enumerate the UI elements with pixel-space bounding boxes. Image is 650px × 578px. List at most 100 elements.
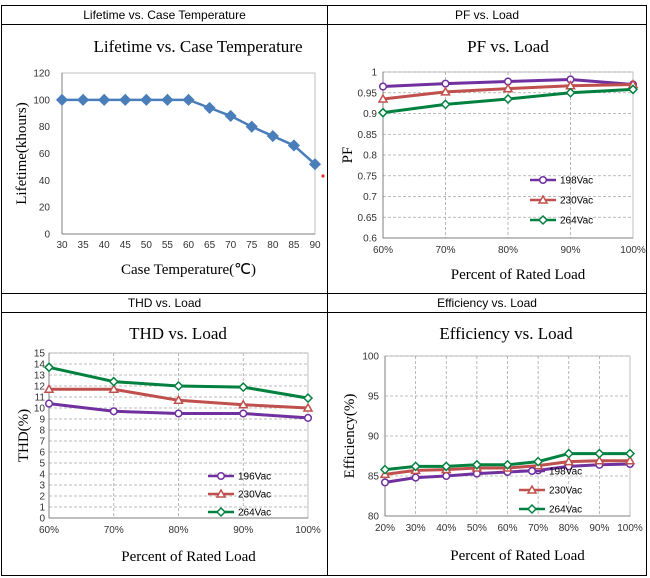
- pf-legend-marker-198vac: [538, 175, 548, 185]
- pf-data-point-198vac: [441, 79, 450, 88]
- efficiency-x-tick-label: 30%: [406, 523, 426, 534]
- efficiency-data-point-264vac: [410, 461, 421, 472]
- lifetime-x-tick-label: 75: [246, 240, 258, 251]
- thd-data-point-230vac: [302, 402, 314, 412]
- lifetime-x-tick-label: 35: [78, 240, 90, 251]
- efficiency-x-axis-title: Percent of Rated Load: [450, 548, 585, 564]
- thd-y-tick-label: 4: [39, 470, 45, 481]
- efficiency-legend-marker-230vac: [526, 484, 538, 494]
- lifetime-x-tick-label: 60: [183, 240, 195, 251]
- thd-data-point-196vac: [239, 409, 248, 418]
- lifetime-data-point-lifetime: [161, 93, 174, 106]
- lifetime-data-point-lifetime: [245, 120, 258, 133]
- thd-legend-label-196vac: 196Vac: [238, 472, 271, 483]
- efficiency-x-tick-label: 50%: [467, 523, 487, 534]
- thd-y-tick-label: 1: [39, 503, 45, 514]
- lifetime-x-tick-label: 50: [141, 240, 153, 251]
- thd-y-tick-label: 10: [34, 404, 46, 415]
- pf-y-tick-label: 0.8: [363, 151, 377, 162]
- pf-chart: PF vs. Load 0.6 0.65 0.7 0.75 0.8 0.85 0.9 0.95 1…: [340, 37, 646, 283]
- lifetime-data-point-lifetime: [308, 158, 322, 171]
- pf-legend-marker-264vac: [537, 214, 549, 226]
- thd-data-point-264vac: [43, 362, 55, 373]
- lifetime-data-point-lifetime: [266, 129, 279, 143]
- efficiency-legend-label-230vac: 230Vac: [549, 486, 582, 497]
- thd-y-tick-label: 11: [35, 393, 46, 404]
- thd-data-point-264vac: [238, 382, 249, 393]
- thd-y-tick-label: 12: [34, 382, 46, 393]
- lifetime-x-tick-label: 80: [267, 240, 279, 251]
- efficiency-data-point-230vac: [563, 456, 575, 466]
- lifetime-y-axis-title: Lifetime(khours): [14, 102, 30, 204]
- efficiency-legend-label-264vac: 264Vac: [549, 505, 582, 516]
- thd-legend-marker-230vac: [215, 488, 227, 498]
- pf-y-tick-label: 0.9: [363, 109, 377, 120]
- thd-y-tick-label: 0: [39, 514, 45, 525]
- efficiency-legend-marker-264vac: [526, 503, 538, 515]
- thd-y-tick-label: 5: [39, 459, 45, 470]
- efficiency-x-tick-label: 70%: [528, 523, 548, 534]
- efficiency-data-point-264vac: [471, 459, 482, 470]
- pf-y-tick-label: 0.95: [358, 88, 378, 99]
- lifetime-x-tick-label: 85: [288, 240, 300, 251]
- pf-y-tick-label: 0.75: [358, 171, 378, 182]
- efficiency-y-tick-label: 95: [368, 392, 380, 403]
- efficiency-data-point-264vac: [502, 459, 513, 470]
- efficiency-chart: Efficiency vs. Load 80 85 90 95 100 20% 30% 40% 5…: [342, 324, 643, 564]
- efficiency-x-tick-label: 60%: [497, 523, 517, 534]
- thd-data-point-264vac: [302, 393, 314, 404]
- lifetime-x-tick-label: 70: [225, 240, 237, 251]
- pf-legend-label-264vac: 264Vac: [560, 216, 593, 227]
- lifetime-data-point-lifetime: [140, 93, 153, 106]
- pf-x-tick-label: 90%: [560, 245, 580, 256]
- thd-y-tick-label: 8: [39, 426, 45, 437]
- efficiency-x-tick-label: 90%: [589, 523, 609, 534]
- efficiency-legend-label-198vac: 198Vac: [549, 467, 582, 478]
- pf-chart-title: PF vs. Load: [467, 37, 549, 56]
- lifetime-x-axis-title: Case Temperature(℃): [121, 262, 256, 278]
- lifetime-panel-header: Lifetime vs. Case Temperature: [2, 6, 327, 25]
- thd-legend-label-230vac: 230Vac: [238, 490, 271, 501]
- pf-data-point-230vac: [377, 93, 389, 103]
- lifetime-y-tick-label: 80: [39, 122, 51, 133]
- pf-x-tick-label: 80%: [498, 245, 518, 256]
- lifetime-data-point-lifetime: [182, 93, 195, 106]
- efficiency-data-point-264vac: [624, 448, 636, 459]
- thd-panel-header: THD vs. Load: [2, 294, 327, 313]
- thd-y-axis-title: THD(%): [16, 409, 32, 462]
- pf-x-tick-label: 70%: [435, 245, 455, 256]
- efficiency-panel-header: Efficiency vs. Load: [328, 294, 646, 313]
- lifetime-y-tick-label: 40: [39, 176, 51, 187]
- thd-y-tick-label: 13: [34, 371, 46, 382]
- pf-data-point-264vac: [502, 93, 514, 105]
- lifetime-x-tick-label: 90: [309, 240, 321, 251]
- thd-data-point-196vac: [44, 399, 54, 408]
- lifetime-panel: Lifetime vs. Case Temperature Lifetime v…: [1, 5, 328, 294]
- lifetime-data-point-lifetime: [224, 109, 237, 122]
- lifetime-data-point-lifetime: [55, 93, 69, 106]
- efficiency-y-tick-label: 100: [362, 352, 379, 363]
- thd-y-tick-label: 9: [39, 415, 45, 426]
- thd-y-tick-label: 6: [39, 448, 45, 459]
- thd-y-tick-label: 3: [39, 481, 45, 492]
- pf-legend-label-230vac: 230Vac: [560, 196, 593, 207]
- lifetime-x-tick-label: 55: [162, 240, 174, 251]
- thd-legend-marker-264vac: [215, 506, 227, 518]
- thd-data-point-264vac: [173, 380, 184, 392]
- efficiency-y-axis-title: Efficiency(%): [342, 394, 358, 479]
- lifetime-data-point-lifetime: [77, 93, 90, 106]
- thd-data-point-196vac: [174, 409, 183, 418]
- thd-x-tick-label: 90%: [233, 525, 253, 536]
- lifetime-stray-red-dot: [321, 174, 325, 178]
- lifetime-x-tick-label: 40: [99, 240, 111, 251]
- efficiency-data-point-230vac: [624, 455, 636, 465]
- thd-y-tick-label: 14: [34, 360, 46, 371]
- lifetime-x-tick-label: 65: [204, 240, 216, 251]
- pf-y-tick-label: 0.85: [358, 130, 378, 141]
- thd-panel: THD vs. Load THD vs. Load 0 1 2 3 4 5 6 7 8 9 10 11 1…: [1, 293, 328, 576]
- thd-data-point-196vac: [303, 413, 313, 422]
- pf-legend-marker-230vac: [537, 194, 549, 204]
- efficiency-data-point-264vac: [594, 448, 605, 459]
- thd-x-tick-label: 60%: [39, 525, 59, 536]
- pf-y-tick-label: 0.6: [363, 234, 377, 245]
